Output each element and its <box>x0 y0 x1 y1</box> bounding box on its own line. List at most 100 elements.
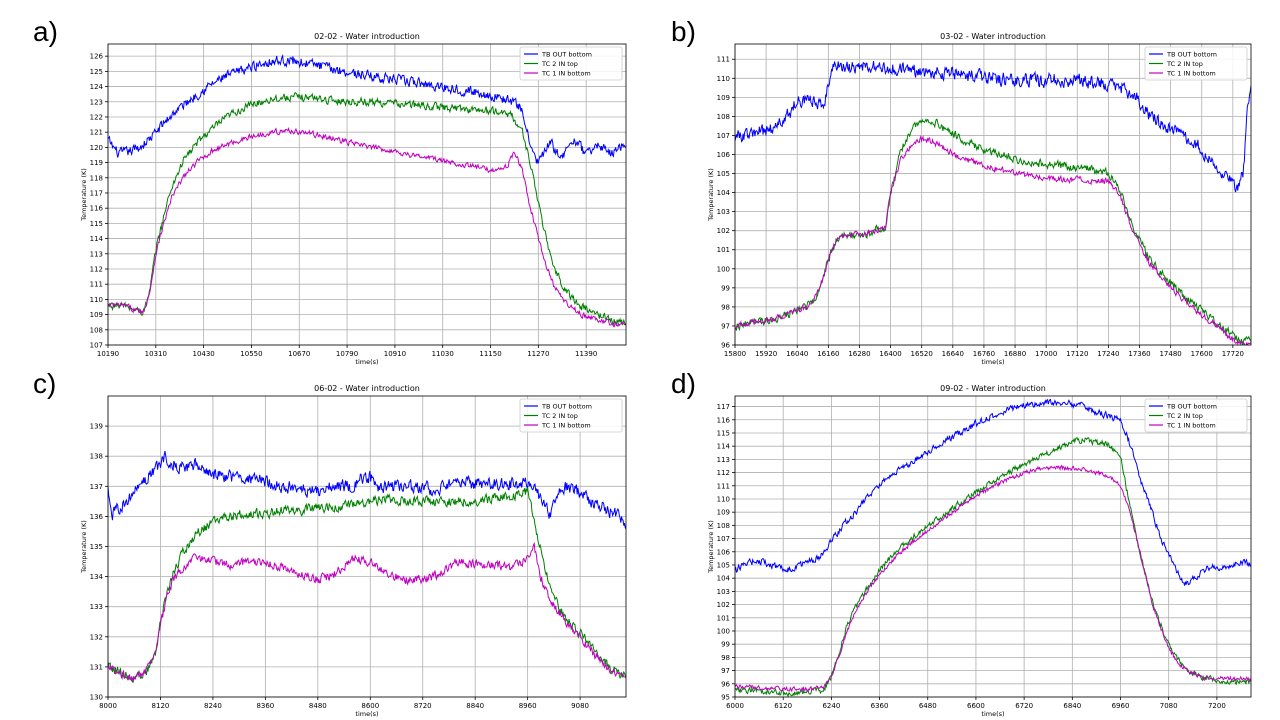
x-tick-label: 11270 <box>527 350 549 358</box>
y-tick-label: 102 <box>717 601 730 609</box>
y-tick-label: 138 <box>90 453 103 461</box>
y-tick-label: 116 <box>90 205 104 213</box>
x-tick-label: 8840 <box>466 702 484 710</box>
x-tick-label: 11390 <box>575 350 597 358</box>
x-tick-label: 11150 <box>479 350 501 358</box>
series-line-2 <box>108 487 626 684</box>
y-tick-label: 98 <box>721 654 730 662</box>
x-tick-label: 8480 <box>309 702 327 710</box>
y-tick-label: 114 <box>90 235 104 243</box>
plot-area <box>735 396 1251 697</box>
y-tick-label: 96 <box>721 680 730 688</box>
y-tick-label: 99 <box>721 284 730 292</box>
y-tick-label: 120 <box>90 144 103 152</box>
y-tick-label: 107 <box>90 342 103 350</box>
y-tick-label: 107 <box>717 132 730 140</box>
y-tick-label: 112 <box>90 265 103 273</box>
y-tick-label: 104 <box>717 575 731 583</box>
y-tick-label: 97 <box>721 667 730 675</box>
y-tick-label: 137 <box>90 483 103 491</box>
y-tick-label: 100 <box>717 627 730 635</box>
y-axis-label: Temperature (K) <box>707 168 715 222</box>
y-tick-label: 117 <box>717 403 730 411</box>
legend-box <box>1144 398 1248 433</box>
legend-entry: TC 1 IN bottom <box>541 422 591 430</box>
y-tick-label: 139 <box>90 423 103 431</box>
x-tick-label: 6600 <box>967 702 985 710</box>
y-tick-label: 106 <box>717 548 731 556</box>
y-tick-label: 123 <box>90 98 103 106</box>
x-tick-label: 8960 <box>519 702 537 710</box>
y-tick-label: 121 <box>90 129 103 137</box>
y-tick-label: 118 <box>90 174 103 182</box>
y-tick-label: 112 <box>717 469 730 477</box>
x-tick-label: 15920 <box>755 350 777 358</box>
legend-entry: TC 1 IN bottom <box>1166 422 1216 430</box>
y-axis-label: Temperature (K) <box>707 520 715 574</box>
x-tick-label: 17000 <box>1035 350 1057 358</box>
y-tick-label: 99 <box>721 641 730 649</box>
legend-box <box>519 398 623 433</box>
y-tick-label: 95 <box>721 694 730 702</box>
series-line-1 <box>108 451 626 530</box>
x-axis-label: time(s) <box>355 358 378 366</box>
x-tick-label: 17720 <box>1222 350 1244 358</box>
panel-label-d: d) <box>671 368 696 399</box>
y-tick-label: 106 <box>717 151 731 159</box>
x-tick-label: 10910 <box>384 350 406 358</box>
y-tick-label: 96 <box>721 342 730 350</box>
legend-entry: TB OUT bottom <box>1166 403 1217 411</box>
x-axis-label: time(s) <box>355 710 378 718</box>
x-tick-label: 6960 <box>1112 702 1130 710</box>
y-tick-label: 124 <box>90 83 104 91</box>
panel-label-b: b) <box>671 16 696 47</box>
x-tick-label: 17600 <box>1191 350 1213 358</box>
y-tick-label: 101 <box>717 246 730 254</box>
x-tick-label: 10190 <box>97 350 119 358</box>
legend-entry: TC 2 IN top <box>541 412 578 420</box>
y-tick-label: 104 <box>717 189 731 197</box>
x-tick-label: 16760 <box>973 350 995 358</box>
legend-entry: TC 2 IN top <box>1166 60 1203 68</box>
y-tick-label: 105 <box>717 170 730 178</box>
legend-entry: TB OUT bottom <box>541 51 592 59</box>
x-tick-label: 10790 <box>336 350 358 358</box>
y-tick-label: 136 <box>90 513 104 521</box>
series-line-1 <box>108 53 626 164</box>
legend-box <box>1144 46 1248 81</box>
x-tick-label: 16880 <box>1004 350 1026 358</box>
chart-title: 03-02 - Water introduction <box>940 32 1046 41</box>
y-tick-label: 110 <box>90 296 103 304</box>
x-tick-label: 10310 <box>145 350 167 358</box>
x-tick-label: 16520 <box>911 350 933 358</box>
plot-area <box>735 44 1251 345</box>
x-tick-label: 6120 <box>774 702 792 710</box>
x-tick-label: 8600 <box>361 702 379 710</box>
x-tick-label: 6720 <box>1015 702 1033 710</box>
x-tick-label: 16640 <box>942 350 964 358</box>
x-tick-label: 16400 <box>879 350 901 358</box>
y-tick-label: 133 <box>90 603 103 611</box>
legend-entry: TC 1 IN bottom <box>1166 70 1216 78</box>
x-tick-label: 17480 <box>1159 350 1181 358</box>
y-tick-label: 111 <box>717 56 730 64</box>
legend-entry: TC 1 IN bottom <box>541 70 591 78</box>
x-tick-label: 8360 <box>256 702 274 710</box>
series-line-1 <box>735 61 1251 193</box>
x-tick-label: 11030 <box>432 350 454 358</box>
y-tick-label: 126 <box>90 53 104 61</box>
plot-frame <box>107 43 627 346</box>
y-tick-label: 98 <box>721 303 730 311</box>
x-tick-label: 16280 <box>848 350 870 358</box>
y-tick-label: 122 <box>90 113 103 121</box>
y-tick-label: 117 <box>90 189 103 197</box>
y-tick-label: 119 <box>90 159 103 167</box>
panel-label-c: c) <box>33 368 57 399</box>
x-tick-label: 6360 <box>871 702 889 710</box>
